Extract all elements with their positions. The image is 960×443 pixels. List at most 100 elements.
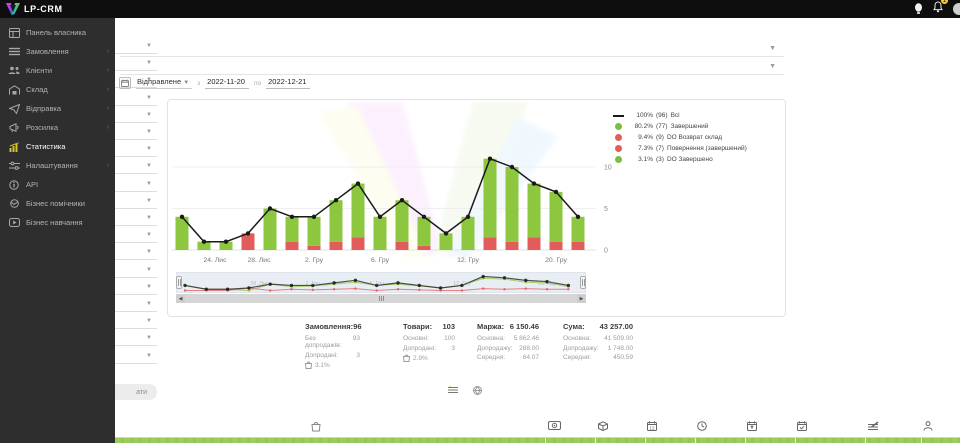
- svg-text:2. Гру: 2. Гру: [305, 257, 324, 264]
- svg-text:6. Гру: 6. Гру: [371, 257, 390, 264]
- sidebar-item-clients[interactable]: Клієнти ›: [0, 61, 115, 80]
- left-filter-select[interactable]: ▼: [115, 214, 157, 226]
- left-filter-select[interactable]: ▼: [115, 128, 157, 140]
- legend-item-all[interactable]: 100% (96) Всі: [612, 110, 747, 121]
- left-filter-select[interactable]: ▼: [115, 334, 157, 347]
- left-filter-select[interactable]: ▼: [115, 317, 157, 330]
- svg-text:20. Гру: 20. Гру: [538, 281, 556, 287]
- brand-name: LP-CRM: [24, 4, 63, 14]
- svg-text:28. Лис: 28. Лис: [250, 281, 269, 287]
- left-filter-select[interactable]: ▼: [115, 300, 157, 312]
- navigator-left-handle[interactable]: [176, 276, 182, 289]
- chevron-down-icon: ▼: [146, 301, 152, 307]
- left-filter-select[interactable]: ▼: [115, 352, 157, 364]
- navigator-right-handle[interactable]: [580, 276, 586, 289]
- svg-text:28. Лис: 28. Лис: [248, 257, 272, 264]
- scroll-left-arrow-icon[interactable]: ◀: [176, 294, 185, 303]
- left-filter-select[interactable]: ▼: [115, 266, 157, 278]
- calendar-date-icon[interactable]: 12: [647, 421, 657, 431]
- left-filter-select[interactable]: ▼: [115, 248, 157, 261]
- chevron-down-icon: ▼: [146, 335, 152, 342]
- left-filter-select[interactable]: ▼: [115, 162, 157, 175]
- calendar-sent-icon[interactable]: [747, 421, 757, 431]
- order-table-row[interactable]: [115, 437, 960, 443]
- left-filter-select[interactable]: ▼: [115, 145, 157, 158]
- summary-margin: Маржа: 6 150.46 Основна: 5 862.46 Допродаж…: [477, 322, 539, 361]
- sidebar-item-business-helpers[interactable]: Бізнес помічники: [0, 194, 115, 213]
- left-filter-select[interactable]: ▼: [115, 94, 157, 106]
- scrollbar-grip[interactable]: [378, 296, 384, 301]
- helpers-icon: [7, 199, 21, 208]
- api-info-icon: [7, 179, 21, 190]
- sidebar-item-business-training[interactable]: Бізнес навчання: [0, 213, 115, 232]
- svg-text:12. Гру: 12. Гру: [457, 257, 479, 264]
- left-filter-select[interactable]: ▼: [115, 197, 157, 209]
- sidebar-item-shipping[interactable]: Відправка ›: [0, 99, 115, 118]
- package-icon[interactable]: [598, 421, 608, 431]
- dot-swatch: [614, 123, 622, 130]
- date-from-input[interactable]: 2022-11-20: [205, 77, 249, 89]
- legend-item-do-completed[interactable]: 3.1% (3) DO Завершено: [612, 154, 747, 165]
- clock-icon[interactable]: [697, 421, 707, 431]
- left-filter-select[interactable]: ▼: [115, 76, 157, 89]
- lamp-icon[interactable]: [914, 3, 923, 15]
- chevron-down-icon: ▼: [146, 249, 152, 256]
- date-to-input[interactable]: 2022-12-21: [266, 77, 311, 89]
- orders-statistics-chart[interactable]: 0 5 10 24. Лис 28. Лис 2. Гру 6. Гру 12. Гру 20.…: [172, 100, 622, 270]
- calendar-status-icon[interactable]: [797, 421, 807, 431]
- chevron-down-icon: ▼: [146, 129, 152, 135]
- manager-person-icon[interactable]: [923, 421, 933, 431]
- left-filter-select[interactable]: ▼: [115, 42, 157, 54]
- chart-range-navigator[interactable]: 28. Лис 2. Гру 6. Гру 12. Гру 20. Гру: [176, 272, 586, 293]
- left-filter-select[interactable]: ▼: [115, 59, 157, 72]
- sidebar-item-owner-panel[interactable]: Панель власника: [0, 23, 115, 42]
- sidebar-item-broadcast[interactable]: Розсилка ›: [0, 118, 115, 137]
- scroll-right-arrow-icon[interactable]: ▶: [577, 294, 586, 303]
- user-avatar[interactable]: [953, 3, 960, 15]
- order-status-select[interactable]: Відправлене ▼: [136, 77, 193, 89]
- chevron-down-icon: ▼: [146, 352, 152, 359]
- filter-select-top-1[interactable]: ▼: [120, 44, 784, 57]
- date-filter-row: Відправлене ▼ з 2022-11-20 по 2022-12-21: [119, 77, 311, 89]
- svg-text:12: 12: [649, 425, 655, 430]
- payment-banknote-icon[interactable]: [548, 421, 561, 430]
- sidebar-item-orders[interactable]: Замовлення ›: [0, 42, 115, 61]
- chevron-down-icon: ▼: [146, 232, 152, 239]
- chart-scrollbar[interactable]: ◀ ▶: [176, 294, 586, 303]
- summary-orders: Замовлення: 96 Без допродажів: 93 Допродан…: [305, 322, 362, 369]
- broadcast-icon: [7, 122, 21, 133]
- left-filter-select[interactable]: ▼: [115, 231, 157, 244]
- sidebar-item-settings[interactable]: Налаштування ›: [0, 156, 115, 175]
- summary-total: Сума: 43 257.00 Основна: 41 509.00 Допрода…: [563, 322, 633, 361]
- chevron-down-icon: ▼: [146, 215, 152, 221]
- sidebar-item-warehouse[interactable]: Склад ›: [0, 80, 115, 99]
- chart-context-menu-icon[interactable]: [448, 386, 458, 395]
- to-label: по: [253, 80, 262, 87]
- globe-icon[interactable]: [473, 386, 482, 395]
- legend-item-completed[interactable]: 80.2% (77) Завершений: [612, 121, 747, 132]
- sidebar-item-statistics[interactable]: Статистика: [0, 137, 115, 156]
- legend-item-return-completed[interactable]: 7.3% (7) Повернення (завершений): [612, 143, 747, 154]
- statistics-icon: [7, 141, 21, 152]
- scrollbar-track[interactable]: [185, 296, 577, 301]
- sidebar-item-api[interactable]: API: [0, 175, 115, 194]
- product-bag-icon[interactable]: [311, 421, 321, 432]
- chart-legend: 100% (96) Всі 80.2% (77) Завершений 9.4% (9) D…: [612, 110, 747, 165]
- svg-text:20. Гру: 20. Гру: [545, 257, 567, 264]
- brand-logo[interactable]: LP-CRM: [0, 2, 63, 16]
- svg-text:24. Лис: 24. Лис: [204, 257, 228, 264]
- notifications-bell-icon[interactable]: 1: [933, 0, 948, 18]
- left-filter-select[interactable]: ▼: [115, 283, 157, 295]
- chevron-right-icon: ›: [106, 162, 109, 169]
- line-swatch: [612, 114, 624, 117]
- calendar-icon: [121, 79, 129, 87]
- status-edit-icon[interactable]: [867, 421, 879, 431]
- calendar-button[interactable]: [119, 77, 131, 89]
- filter-select-top-2[interactable]: ▼: [120, 62, 784, 75]
- left-filter-select[interactable]: ▼: [115, 180, 157, 192]
- chevron-down-icon: ▼: [146, 111, 152, 118]
- legend-item-return-warehouse[interactable]: 9.4% (9) DO Возврат склад: [612, 132, 747, 143]
- left-filter-select[interactable]: ▼: [115, 111, 157, 123]
- statistics-chart-card: 0 5 10 24. Лис 28. Лис 2. Гру 6. Гру 12. Гру 20.…: [167, 99, 786, 317]
- dot-swatch: [614, 156, 622, 163]
